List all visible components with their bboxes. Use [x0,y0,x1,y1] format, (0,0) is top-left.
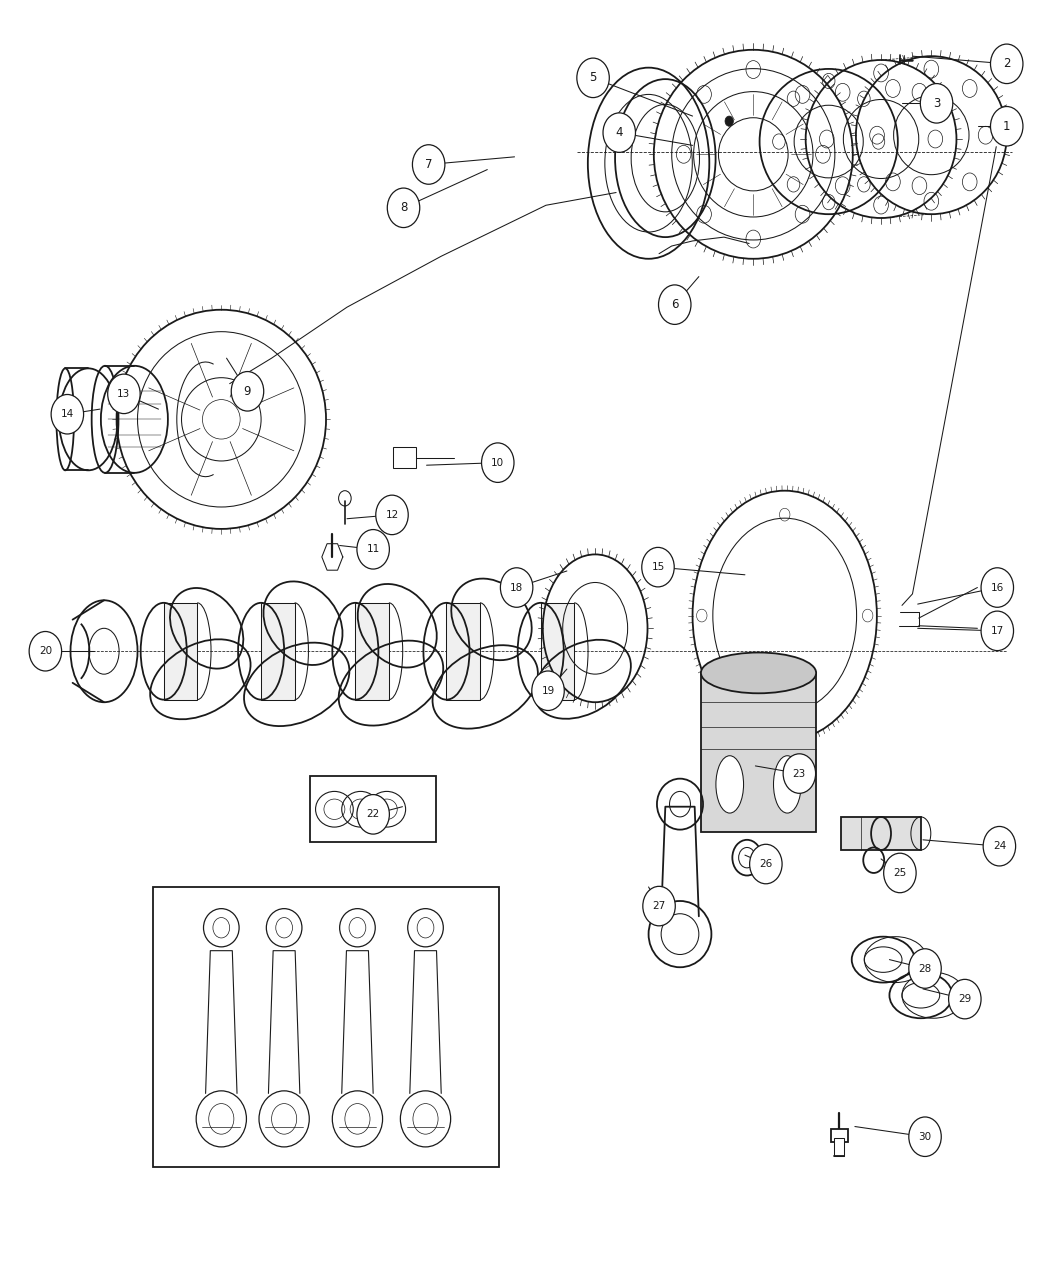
Circle shape [909,949,941,988]
Bar [701,673,816,833]
Circle shape [783,753,816,793]
Text: 3: 3 [932,97,940,110]
Bar [841,817,921,850]
Text: 13: 13 [118,389,130,398]
Bar [446,603,480,700]
Circle shape [884,853,917,893]
Ellipse shape [716,756,743,813]
Circle shape [983,826,1015,866]
Circle shape [357,530,390,570]
Bar [164,603,197,700]
Text: 26: 26 [759,859,773,870]
Text: 18: 18 [510,582,523,593]
Text: 17: 17 [990,626,1004,636]
Circle shape [642,548,674,587]
Text: 7: 7 [425,158,433,171]
Text: 11: 11 [366,544,380,554]
Circle shape [576,57,609,97]
Text: 14: 14 [61,409,74,419]
Text: 22: 22 [366,810,380,820]
Bar [355,603,388,700]
Circle shape [413,144,445,184]
Text: 10: 10 [491,457,504,467]
Bar [834,1138,844,1156]
Bar [311,776,436,843]
Text: 6: 6 [671,298,678,312]
Text: 30: 30 [919,1131,931,1142]
Circle shape [921,83,952,123]
Text: 19: 19 [542,686,554,696]
Circle shape [750,844,782,884]
Bar [153,888,499,1167]
Circle shape [29,632,62,670]
Circle shape [482,443,514,483]
Text: 4: 4 [615,126,623,139]
Text: 5: 5 [589,72,596,84]
Text: 1: 1 [1003,120,1010,133]
Circle shape [531,670,564,710]
Circle shape [376,495,408,535]
Bar [541,603,574,700]
Circle shape [387,188,420,227]
Circle shape [724,116,733,126]
Ellipse shape [774,756,801,813]
Circle shape [603,112,635,152]
Bar [355,603,388,700]
Circle shape [658,285,691,324]
Circle shape [981,568,1013,608]
Ellipse shape [701,653,816,693]
Bar [841,817,921,850]
Text: 27: 27 [652,902,666,911]
Circle shape [990,45,1023,83]
Bar [393,447,416,467]
Bar [541,603,574,700]
Text: 2: 2 [1003,57,1010,70]
Circle shape [501,568,532,608]
Bar [261,603,295,700]
Text: 24: 24 [992,842,1006,852]
Circle shape [981,612,1013,650]
Bar [164,603,197,700]
Text: 29: 29 [959,994,971,1004]
Circle shape [948,979,981,1019]
Text: 12: 12 [385,510,399,520]
Text: 8: 8 [400,202,407,215]
Text: 28: 28 [919,964,931,973]
Circle shape [231,372,264,411]
Text: 9: 9 [244,384,251,398]
Circle shape [51,395,84,434]
Text: 16: 16 [990,582,1004,593]
Circle shape [990,106,1023,146]
Bar [446,603,480,700]
Circle shape [643,886,675,926]
Text: 23: 23 [793,769,806,779]
Circle shape [909,1117,941,1157]
Circle shape [108,374,140,414]
Circle shape [357,794,390,834]
Text: 20: 20 [39,646,51,656]
Bar [261,603,295,700]
Bar [831,1129,847,1142]
Text: 25: 25 [894,868,906,879]
Text: 15: 15 [651,562,665,572]
